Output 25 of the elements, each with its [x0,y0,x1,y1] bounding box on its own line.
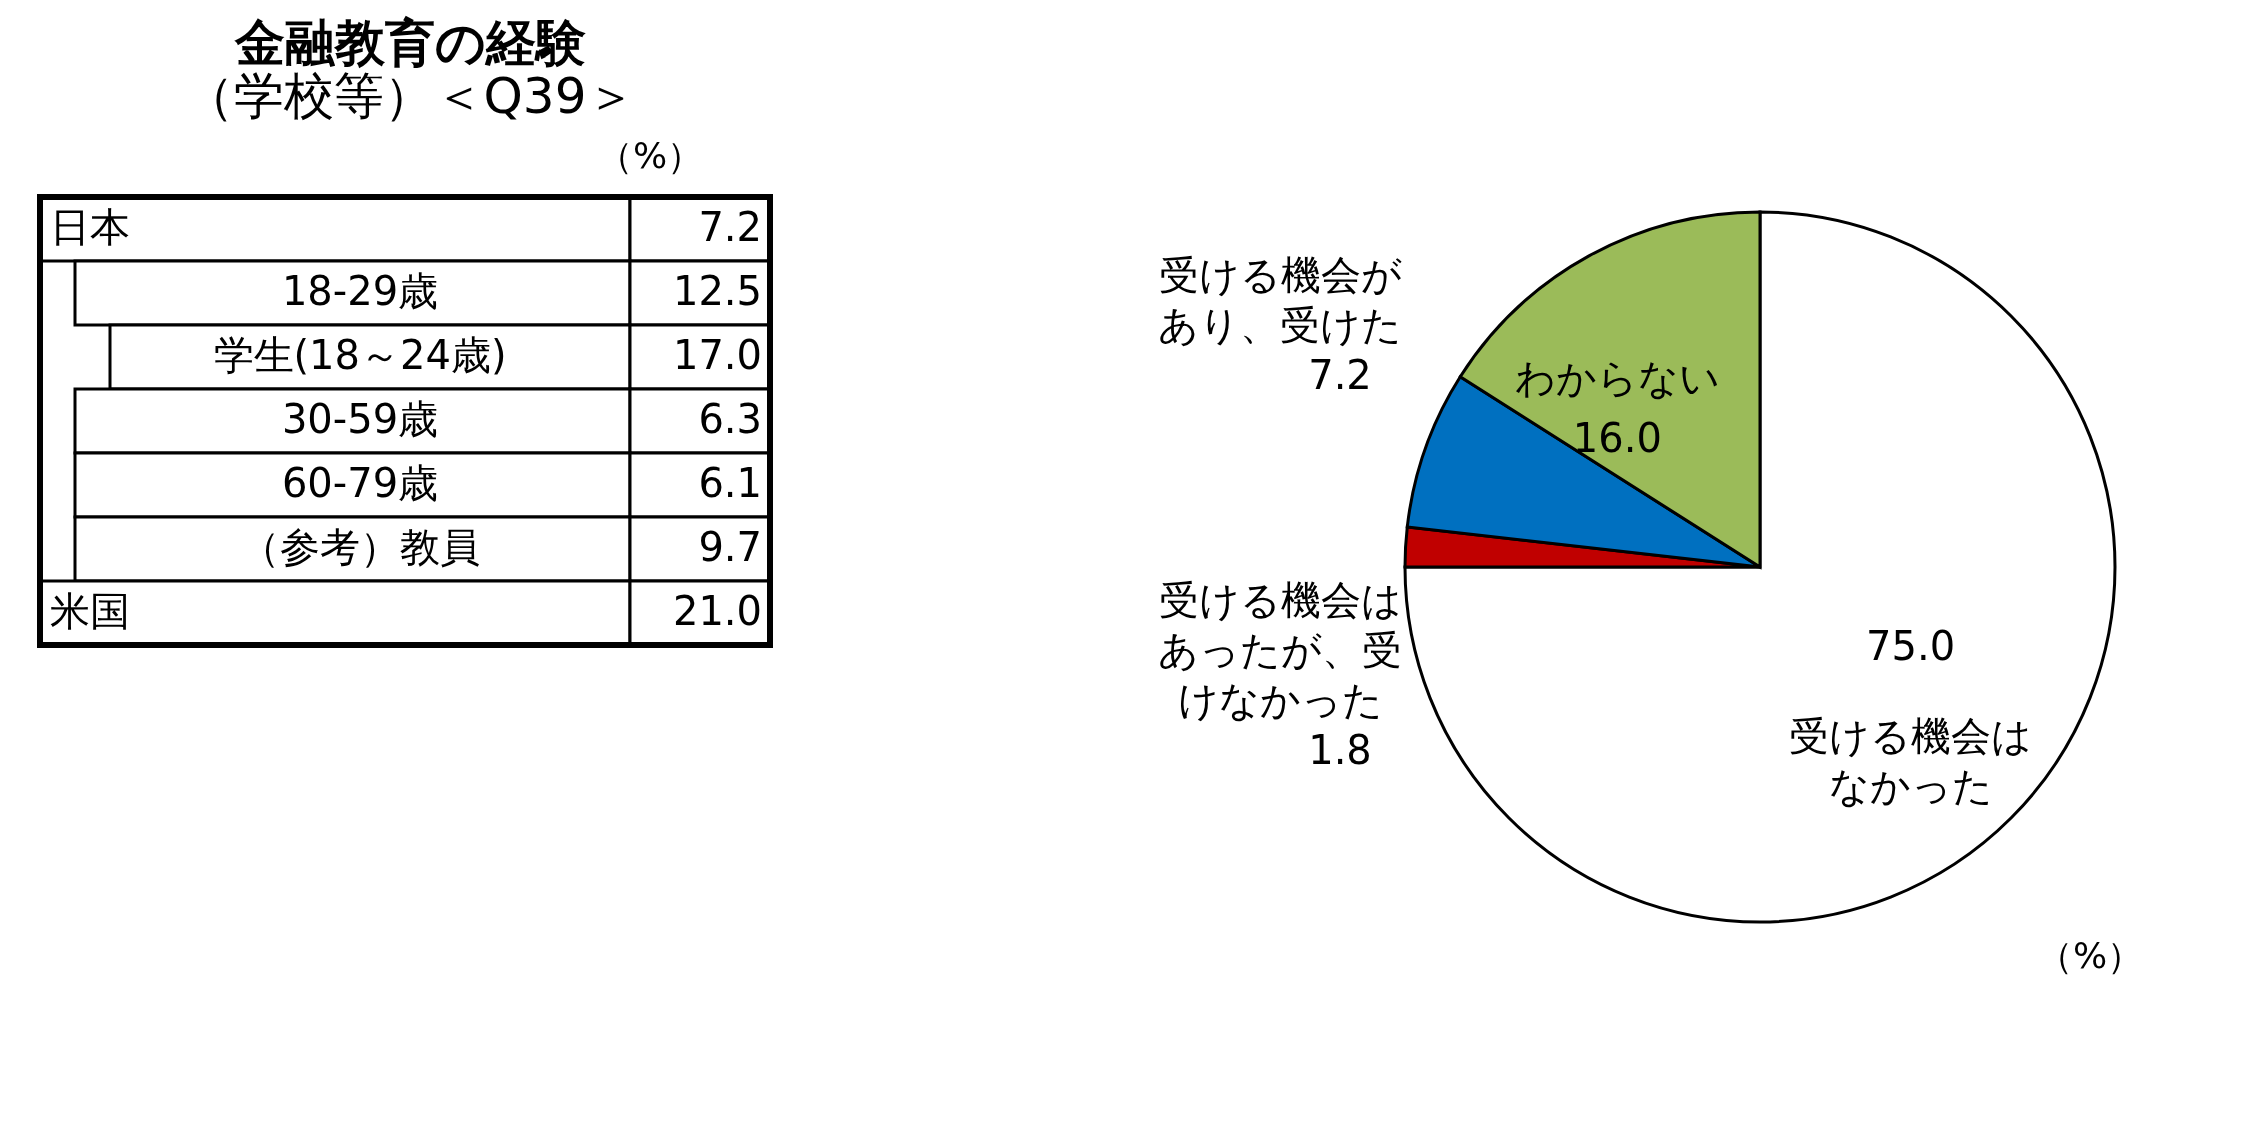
data-label: 12.5 [672,268,762,314]
slice-label: わからない [1514,355,1720,402]
category-label: 日本 [50,204,130,250]
category-label: 学生(18～24歳) [213,332,507,378]
pie-slice [1403,210,2117,924]
data-label: 1.8 [1308,727,1372,773]
category-label: 60-79歳 [281,460,439,506]
data-label: 75.0 [1866,622,1956,669]
category-label: （参考）教員 [240,524,480,570]
data-label: 21.0 [672,588,762,634]
slice-label: 受ける機会はなかった [1789,712,2033,809]
data-label: 9.7 [698,524,762,570]
data-label: 7.2 [1308,352,1372,398]
data-label: 16.0 [1572,415,1662,462]
slice-label: 受ける機会はあったが、受けなかった [1158,577,1402,723]
slice-label: 受ける機会があり、受けた [1158,252,1402,348]
data-label: 7.2 [698,204,762,250]
category-label: 18-29歳 [281,268,439,314]
text: （%） [596,135,704,176]
category-label: 30-59歳 [281,396,439,442]
data-label: 6.1 [698,460,762,506]
data-label: 6.3 [698,396,762,442]
data-label: 17.0 [672,332,762,378]
text: （%） [2036,935,2144,976]
category-label: 米国 [50,588,130,634]
